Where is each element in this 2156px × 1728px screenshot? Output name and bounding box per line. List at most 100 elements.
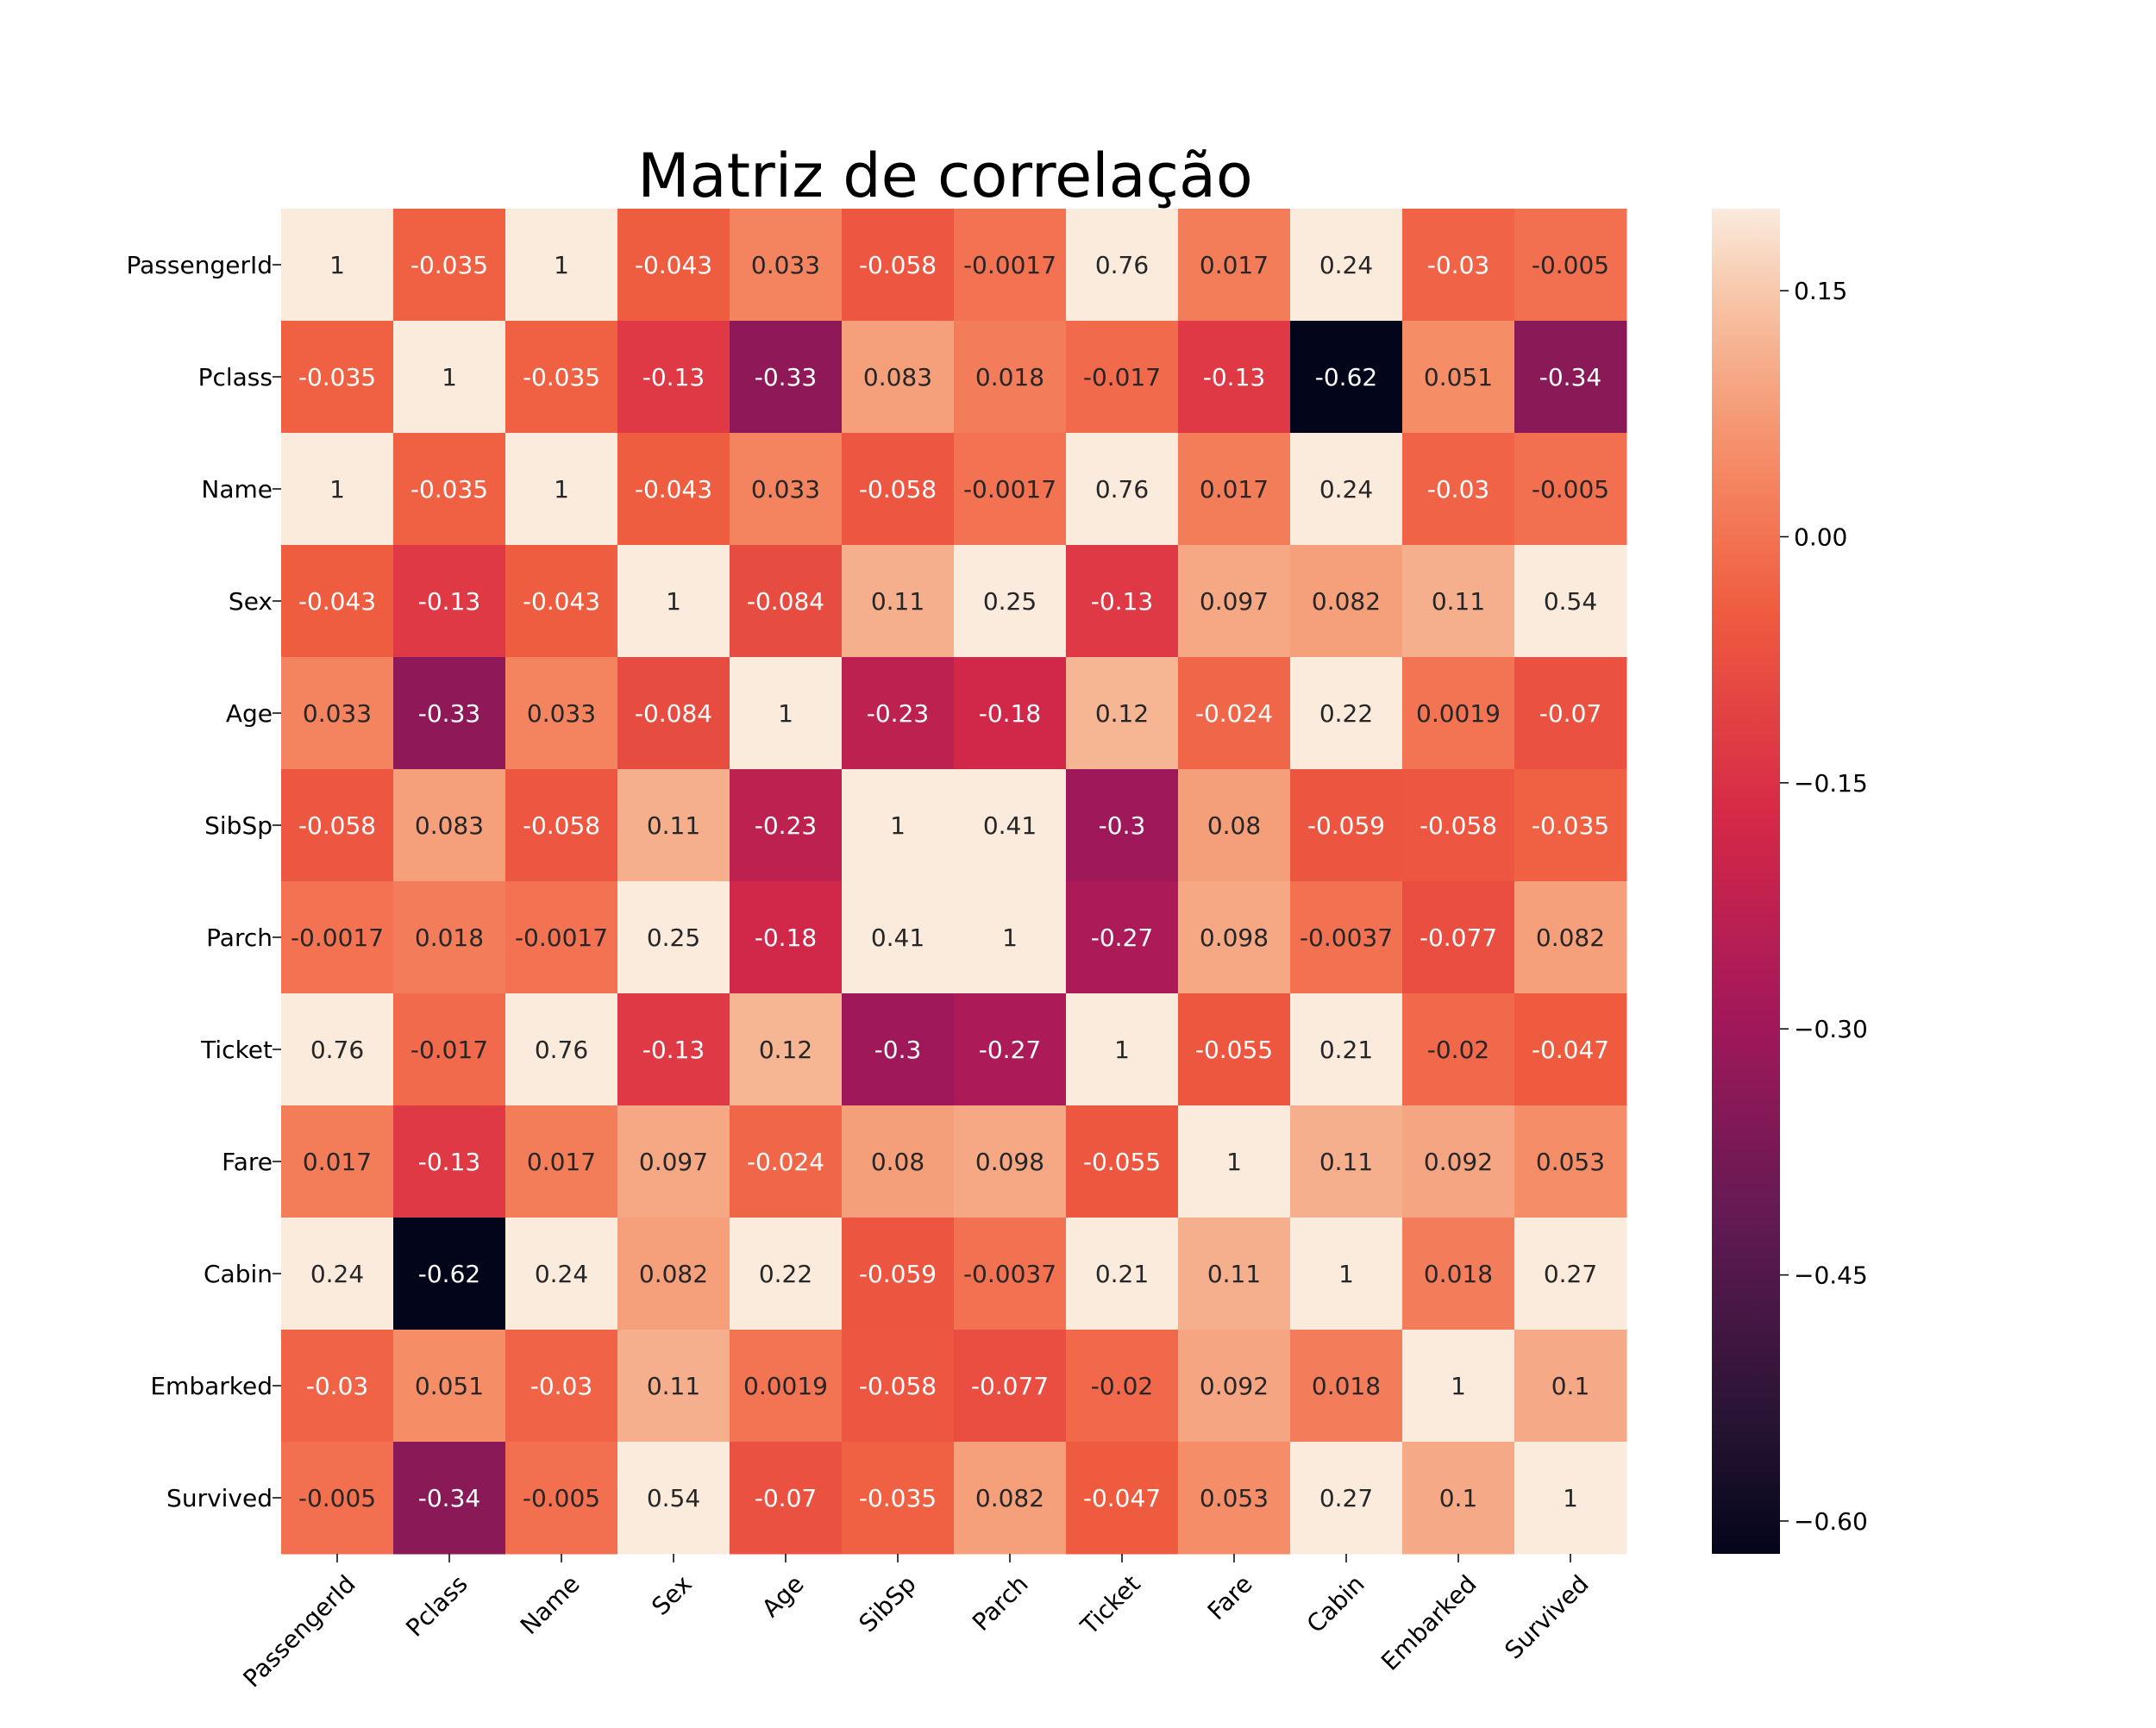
cell-value-label: -0.058 [859,475,937,504]
cell-value-label: 1 [666,587,681,616]
cell-value-label: 0.76 [1095,251,1149,279]
heatmap-cell [1514,1218,1627,1330]
cell-value-label: -0.02 [1427,1036,1489,1064]
heatmap-cell [617,1442,730,1555]
cell-value-label: -0.0017 [963,251,1056,279]
heatmap-cell [1178,209,1291,322]
cell-value-label: -0.035 [298,363,376,391]
heatmap-cell [281,545,394,658]
cell-value-label: -0.13 [1203,363,1265,391]
column-label: Sex [646,1569,697,1620]
heatmap-cell [1066,769,1179,882]
heatmap-cell [1290,433,1403,546]
cell-value-label: -0.058 [859,251,937,279]
cell-value-label: 0.12 [759,1036,812,1064]
heatmap-cell [505,1442,618,1555]
heatmap-cell [954,1442,1067,1555]
cell-value-label: -0.07 [1539,699,1601,728]
heatmap-cell [281,1105,394,1218]
cell-value-label: 0.017 [527,1148,596,1176]
heatmap-cell [393,881,506,994]
cell-value-label: -0.33 [755,363,817,391]
heatmap-cell [1178,881,1291,994]
heatmap-cell [842,881,955,994]
column-labels: PassengerId Pclass Name Sex Age SibSp Parch Tic… [237,1554,1595,1693]
heatmap-cell [954,1330,1067,1443]
heatmap-cell [505,993,618,1106]
heatmap-cell [954,1105,1067,1218]
column-label: Age [756,1569,810,1623]
cell-value-label: -0.03 [306,1372,368,1400]
cell-value-label: -0.084 [747,587,824,616]
row-labels: PassengerId Pclass Name Sex Age SibSp Parch Tic… [127,251,281,1512]
heatmap-cell [730,321,843,434]
cell-value-label: 0.08 [1207,811,1261,840]
cell-value-label: 1 [1002,923,1018,952]
cell-value-label: 0.082 [1536,923,1605,952]
heatmap-cell [1290,1442,1403,1555]
cell-value-label: 0.082 [639,1260,708,1288]
heatmap-cell [505,1218,618,1330]
row-label: Embarked [150,1372,273,1400]
heatmap-cell [842,1105,955,1218]
cell-value-label: 1 [778,699,793,728]
cell-value-label: -0.024 [747,1148,824,1176]
heatmap-cell [1066,993,1179,1106]
heatmap-cell [1402,769,1515,882]
heatmap-cell [1178,545,1291,658]
row-label: Parch [206,923,273,952]
cell-value-label: 0.097 [1200,587,1269,616]
heatmap-cell [1514,433,1627,546]
heatmap-cell [1402,1105,1515,1218]
cell-value-label: -0.058 [523,811,600,840]
heatmap-cell [1290,1218,1403,1330]
cell-value-label: 0.018 [415,923,484,952]
heatmap-cell [1178,1442,1291,1555]
cell-value-label: -0.07 [755,1484,817,1512]
cell-value-label: -0.055 [1083,1148,1161,1176]
heatmap-cell [393,657,506,770]
cell-value-label: 0.033 [303,699,372,728]
heatmap-cell [1514,769,1627,882]
row-label: SibSp [204,811,273,840]
heatmap-cell [281,881,394,994]
cell-value-label: -0.03 [530,1372,592,1400]
cell-value-label: 0.24 [1319,251,1373,279]
colorbar-tick-label: −0.45 [1794,1262,1868,1290]
cell-value-label: 1 [442,363,457,391]
cell-value-label: -0.0017 [515,923,608,952]
heatmap-cell [1290,1105,1403,1218]
cell-value-label: -0.0037 [963,1260,1056,1288]
cell-value-label: -0.058 [298,811,376,840]
cell-value-label: 0.083 [863,363,932,391]
cell-value-label: 0.76 [535,1036,588,1064]
heatmap-cell [954,657,1067,770]
cell-value-label: 0.083 [415,811,484,840]
cell-value-label: 0.017 [303,1148,372,1176]
cell-value-label: 0.41 [871,923,924,952]
heatmap-cell [1290,321,1403,434]
heatmap-cell [730,1330,843,1443]
cell-value-label: 0.22 [759,1260,812,1288]
cell-value-label: -0.035 [859,1484,937,1512]
heatmap-cell [393,209,506,322]
heatmap-cell [1402,209,1515,322]
row-label: Survived [166,1484,273,1512]
cell-value-label: -0.0017 [963,475,1056,504]
heatmap-cell [393,1330,506,1443]
heatmap-cell [281,1218,394,1330]
row-label: Pclass [198,363,273,391]
heatmap-cell [393,769,506,882]
cell-value-label: -0.13 [642,1036,705,1064]
heatmap-cell [954,769,1067,882]
cell-value-label: 0.098 [1200,923,1269,952]
heatmap-cell [1402,1330,1515,1443]
heatmap-cell [842,993,955,1106]
heatmap-cell [617,545,730,658]
heatmap-cell [842,769,955,882]
cell-value-label: 0.11 [1207,1260,1261,1288]
row-label: Age [226,699,273,728]
heatmap-cell [1066,545,1179,658]
cell-value-label: 1 [554,475,569,504]
heatmap-cell [281,209,394,322]
